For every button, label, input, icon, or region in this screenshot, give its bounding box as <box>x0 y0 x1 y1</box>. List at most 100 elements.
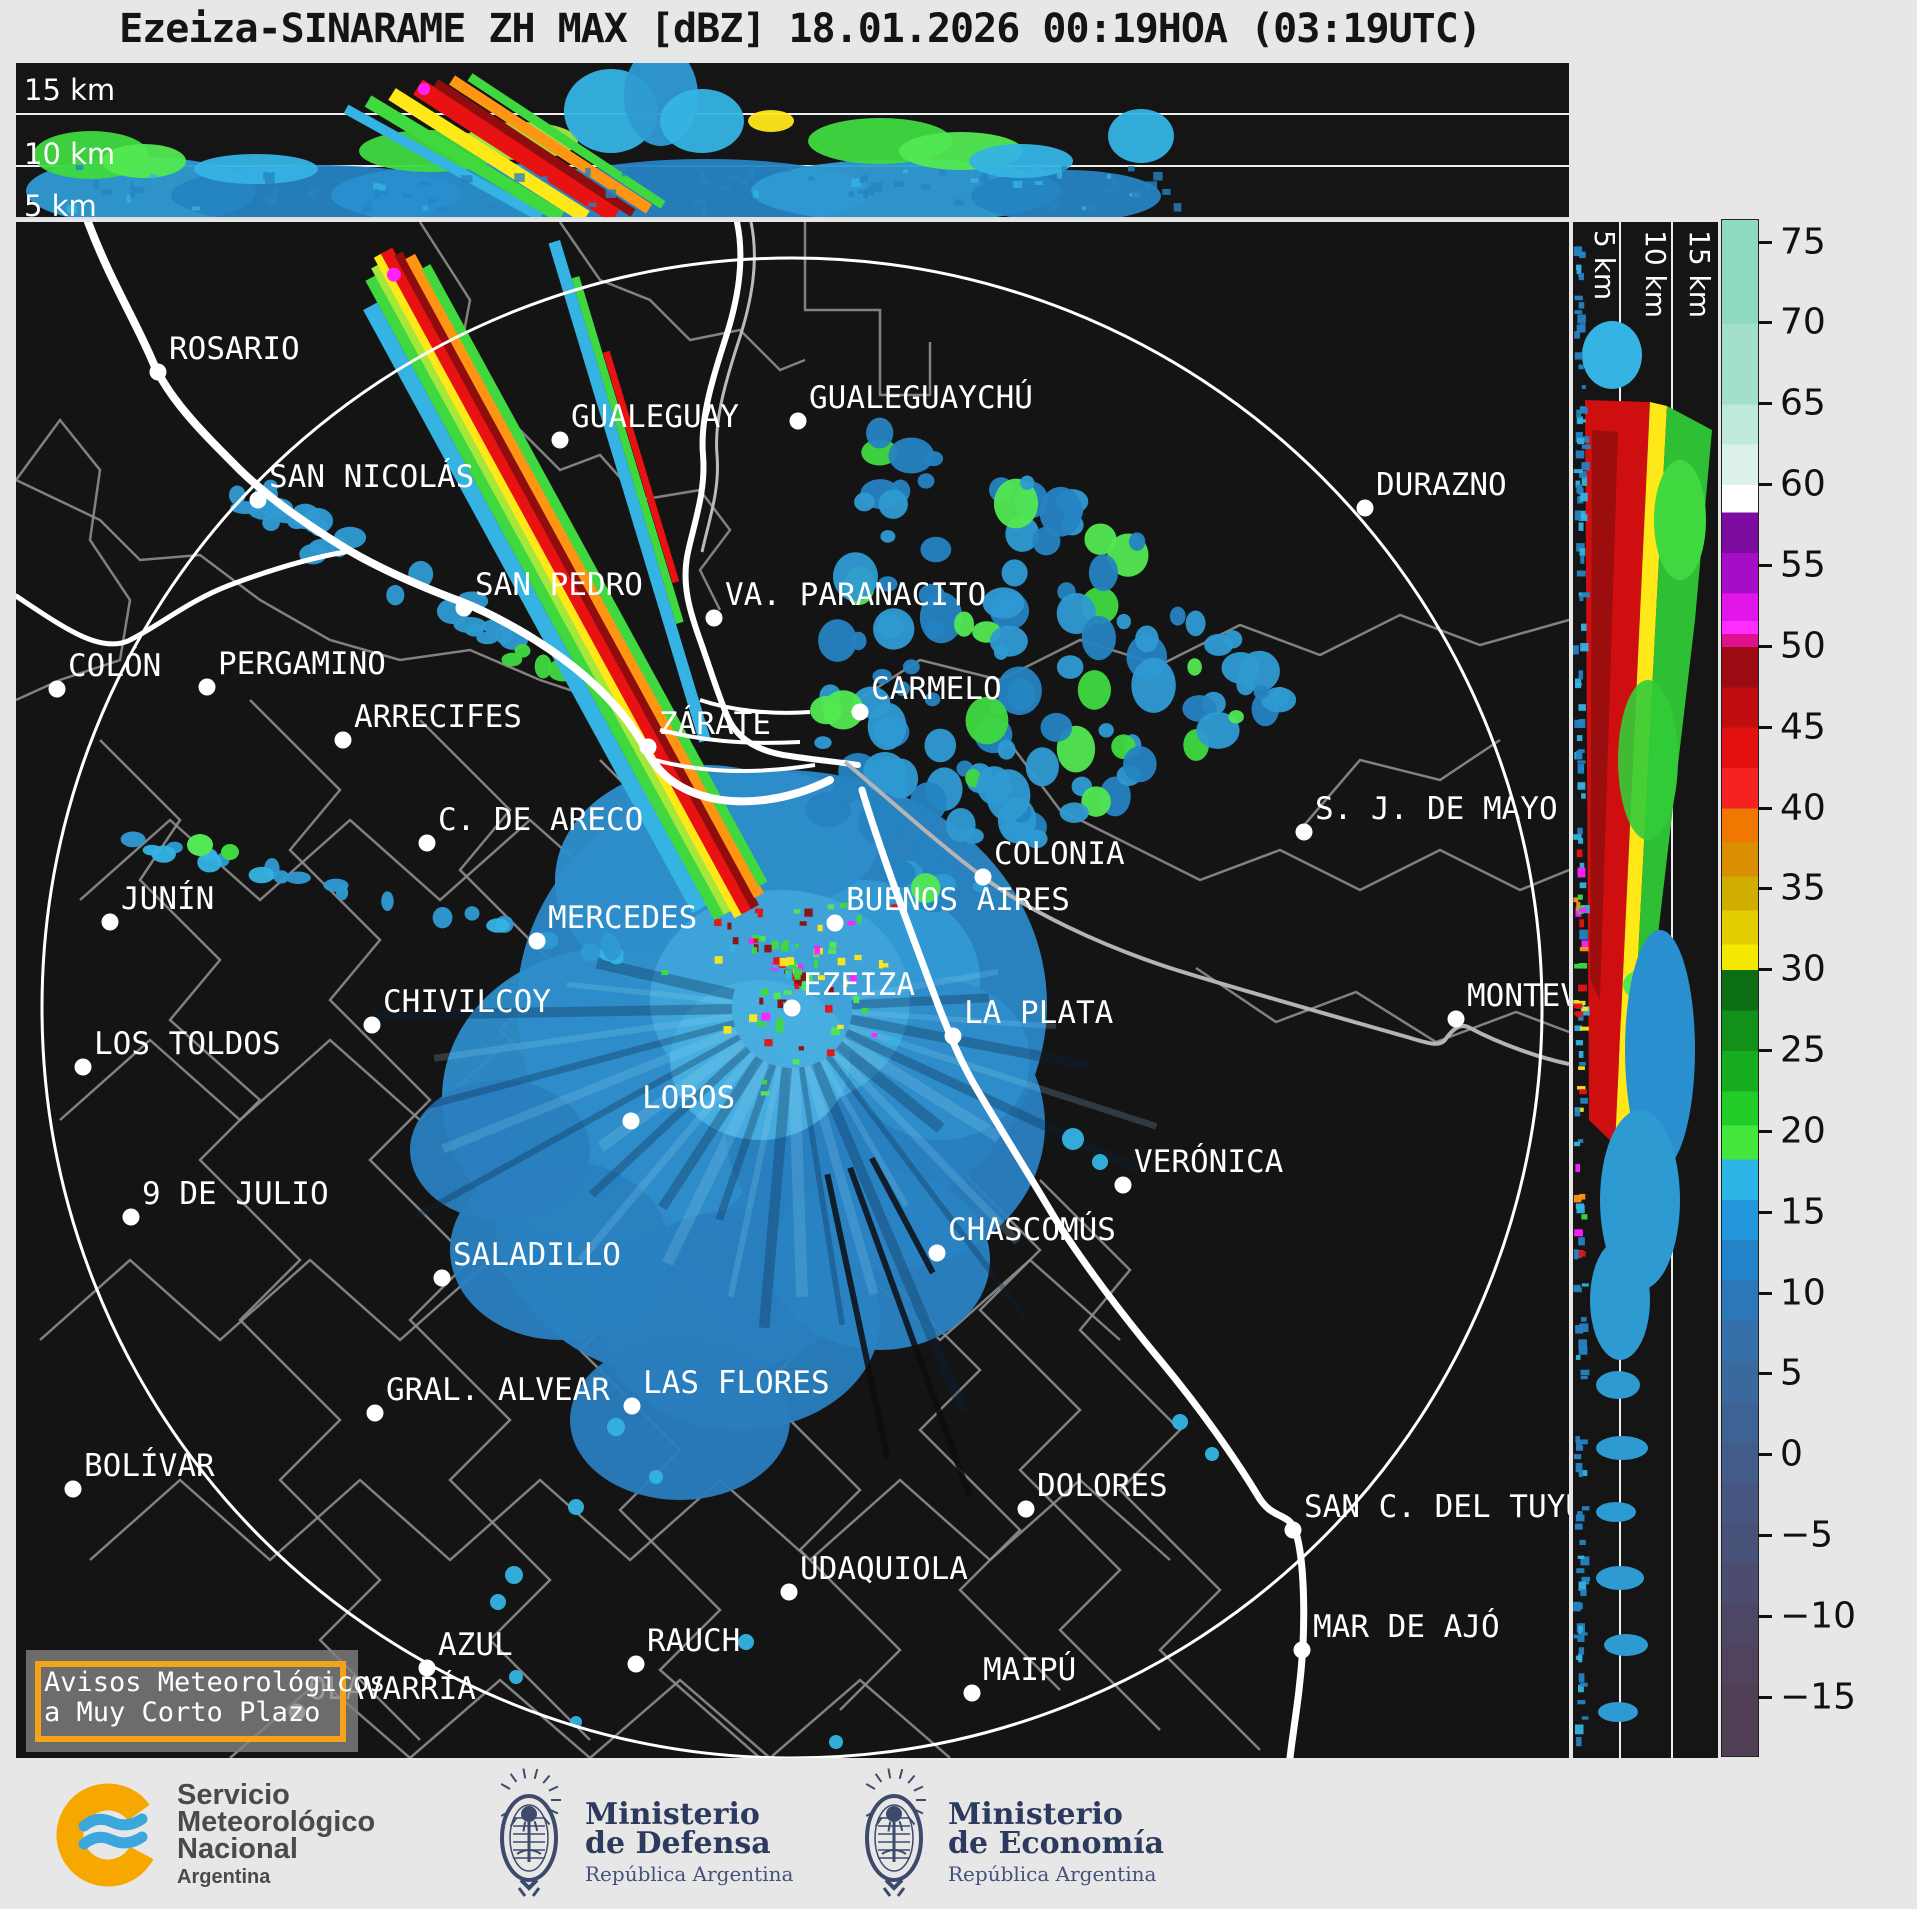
city-label: MONTEVIDEO <box>1467 978 1569 1014</box>
city-dot <box>974 868 992 886</box>
economia-wordmark: Ministerio de Economía República Argenti… <box>948 1797 1165 1887</box>
city-dot <box>433 1269 451 1287</box>
defensa-crest-icon <box>500 1768 561 1897</box>
colorbar-tick-label: 50 <box>1780 625 1826 667</box>
city-label: C. DE ARECO <box>438 802 644 838</box>
city-label: COLONIA <box>994 836 1125 872</box>
city-label: ROSARIO <box>169 331 300 367</box>
city-label: CARMELO <box>871 671 1002 707</box>
city-label: DOLORES <box>1037 1468 1168 1504</box>
colorbar-tick-label: 25 <box>1780 1029 1826 1071</box>
city-dot <box>249 491 267 509</box>
city-dot <box>1295 823 1313 841</box>
colorbar-tick <box>1758 483 1772 487</box>
warning-line-2: a Muy Corto Plazo <box>44 1697 321 1728</box>
colorbar-tick <box>1758 1614 1772 1618</box>
smn-line4: Argentina <box>177 1866 271 1888</box>
colorbar-tick <box>1758 806 1772 810</box>
city-label: BUENOS AIRES <box>846 882 1070 918</box>
colorbar-tick <box>1758 1534 1772 1538</box>
right-altitude-label-5km: 5 km <box>1588 230 1621 301</box>
top-altitude-label-10km: 10 km <box>24 137 116 171</box>
colorbar-tick <box>1758 1695 1772 1699</box>
right-cross-section-plot <box>1573 222 1718 1758</box>
colorbar-tick <box>1758 1291 1772 1295</box>
colorbar-tick <box>1758 725 1772 729</box>
city-dot <box>789 412 807 430</box>
city-dot <box>455 599 473 617</box>
colorbar-tick-label: 35 <box>1780 867 1826 909</box>
colorbar-tick <box>1758 240 1772 244</box>
colorbar-tick-label: 15 <box>1780 1191 1826 1233</box>
colorbar-tick-label: 5 <box>1780 1352 1803 1394</box>
city-label: VERÓNICA <box>1134 1144 1284 1180</box>
city-label: ARRECIFES <box>354 699 522 735</box>
city-label: S. J. DE MAYO <box>1315 791 1558 827</box>
city-label: BOLÍVAR <box>84 1448 215 1484</box>
city-dot <box>418 834 436 852</box>
radar-map-graphics <box>16 222 1569 1758</box>
right-altitude-label-10km: 10 km <box>1639 230 1672 319</box>
city-dot <box>528 932 546 950</box>
city-label: GUALEGUAYCHÚ <box>809 380 1033 416</box>
city-dot <box>622 1112 640 1130</box>
radar-map[interactable]: ROSARIO GUALEGUAYCHÚ GUALEGUAY SAN NICOLÁS D… <box>16 222 1569 1758</box>
city-dot <box>198 678 216 696</box>
city-dot <box>149 363 167 381</box>
city-dot <box>64 1480 82 1498</box>
economia-line2: de Economía <box>948 1826 1165 1861</box>
city-dot <box>1017 1500 1035 1518</box>
colorbar-tick-label: 30 <box>1780 948 1826 990</box>
colorbar-tick-label: 0 <box>1780 1433 1803 1475</box>
city-label: LOS TOLDOS <box>94 1026 281 1062</box>
city-label: 9 DE JULIO <box>142 1176 329 1212</box>
city-dot <box>623 1397 641 1415</box>
top-cross-section-panel: 15 km 10 km 5 km <box>16 63 1569 219</box>
city-label: PERGAMINO <box>218 646 386 682</box>
top-altitude-label-5km: 5 km <box>24 189 97 219</box>
city-dot <box>101 913 119 931</box>
colorbar-tick-label: −5 <box>1780 1514 1834 1556</box>
smn-wordmark: Servicio Meteorológico Nacional Argentin… <box>177 1781 375 1889</box>
city-label: GUALEGUAY <box>571 399 739 435</box>
city-label: SAN PEDRO <box>475 567 643 603</box>
city-label: CHASCOMÚS <box>948 1212 1116 1248</box>
colorbar-tick-label: 20 <box>1780 1110 1826 1152</box>
city-label: COLÓN <box>68 648 162 684</box>
colorbar-tick-label: 65 <box>1780 382 1826 424</box>
smn-line3: Nacional <box>177 1833 298 1865</box>
defensa-wordmark: Ministerio de Defensa República Argentin… <box>585 1800 794 1887</box>
defensa-line3: República Argentina <box>585 1862 794 1886</box>
colorbar-tick <box>1758 321 1772 325</box>
city-dot <box>780 1583 798 1601</box>
city-label: JUNÍN <box>121 881 215 917</box>
city-label: GRAL. ALVEAR <box>386 1372 610 1408</box>
colorbar-tick-label: −10 <box>1780 1595 1856 1637</box>
city-dot <box>1447 1010 1465 1028</box>
colorbar-tick <box>1758 402 1772 406</box>
city-dot <box>783 999 801 1017</box>
warning-line-1: Avisos Meteorológicos <box>44 1667 386 1698</box>
warning-banner[interactable]: Avisos Meteorológicos a Muy Corto Plazo <box>26 1650 385 1752</box>
city-label: UDAQUIOLA <box>800 1551 968 1587</box>
city-label: LAS FLORES <box>643 1365 830 1401</box>
defensa-line2: de Defensa <box>585 1826 771 1861</box>
colorbar-tick-label: 70 <box>1780 301 1826 343</box>
page-title: Ezeiza-SINARAME ZH MAX [dBZ] 18.01.2026 … <box>119 6 1482 52</box>
city-label: ZÁRATE <box>659 706 771 742</box>
city-dot <box>122 1208 140 1226</box>
right-altitude-label-15km: 15 km <box>1683 230 1716 319</box>
city-dot <box>963 1684 981 1702</box>
city-label: SALADILLO <box>453 1237 621 1273</box>
economia-crest-icon <box>865 1768 926 1897</box>
colorbar-tick <box>1758 1049 1772 1053</box>
footer: Servicio Meteorológico Nacional Argentin… <box>0 1758 1917 1909</box>
city-dot <box>363 1016 381 1034</box>
city-label: AZUL <box>438 1627 513 1663</box>
top-cross-section-plot <box>16 63 1569 217</box>
economia-line3: República Argentina <box>948 1862 1157 1886</box>
city-dot <box>627 1655 645 1673</box>
economia-line1: Ministerio <box>948 1797 1123 1832</box>
city-label: RAUCH <box>647 1623 741 1659</box>
